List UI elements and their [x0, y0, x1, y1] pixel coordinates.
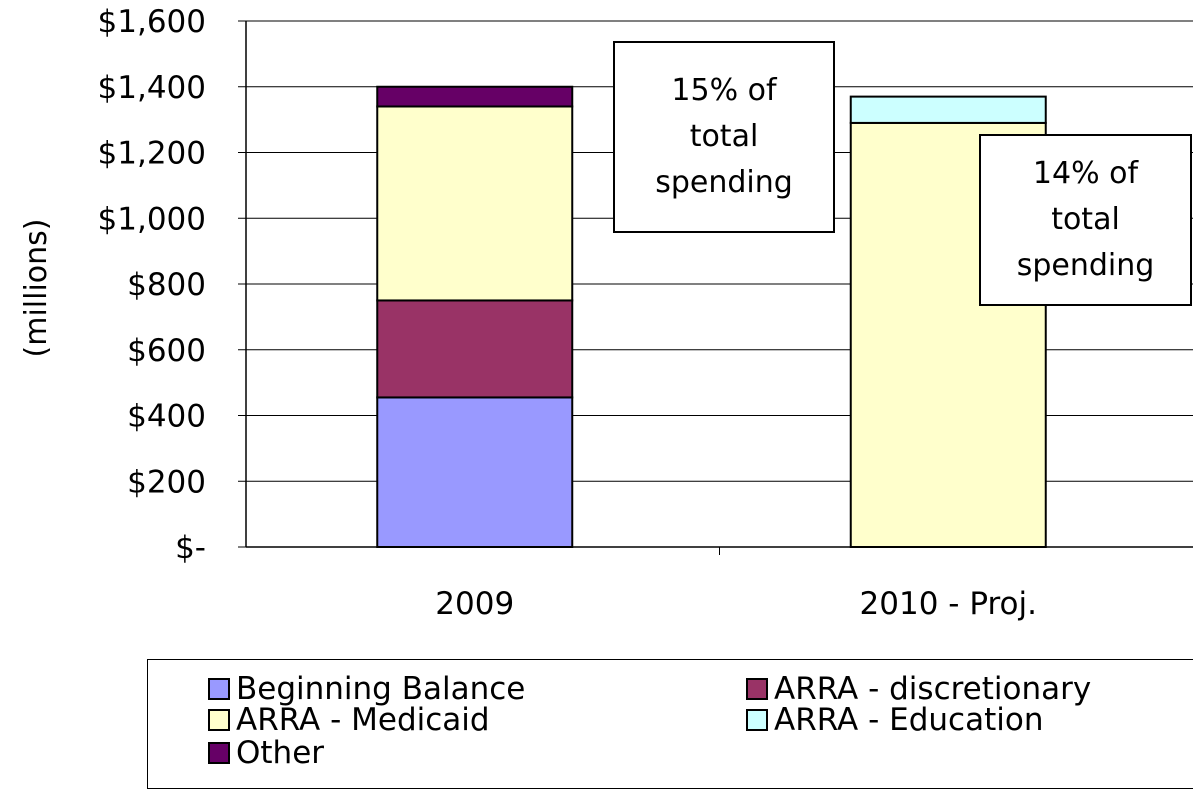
y-tick-label: $1,600	[98, 4, 206, 40]
legend-label: ARRA - Medicaid	[236, 702, 490, 738]
y-axis-label: (millions)	[19, 219, 54, 358]
bar-segment	[376, 105, 574, 302]
y-tick-label: $1,400	[98, 70, 206, 106]
legend-item: ARRA - Medicaid	[208, 702, 490, 738]
y-tick-label: $600	[127, 333, 206, 369]
legend-swatch	[208, 678, 230, 700]
annotation-2009: 15% of total spending	[613, 41, 835, 233]
y-tick-label: $200	[127, 464, 206, 500]
legend-swatch	[746, 678, 768, 700]
legend-label: ARRA - discretionary	[774, 671, 1092, 707]
x-tick-label: 2010 - Proj.	[860, 586, 1037, 622]
bar-segment	[376, 299, 574, 399]
legend: Beginning Balance ARRA - discretionary A…	[147, 659, 1193, 789]
legend-swatch	[208, 742, 230, 764]
bar-segment	[849, 95, 1047, 124]
legend-item: ARRA - Education	[746, 702, 1044, 738]
legend-item: Other	[208, 735, 325, 771]
legend-label: Beginning Balance	[236, 671, 526, 707]
legend-swatch	[208, 709, 230, 731]
y-tick-label: $800	[127, 267, 206, 303]
tick-labels: $- $200 $400 $600 $800 $1,000 $1,200 $1,400 $1,6…	[98, 4, 1037, 622]
legend-item: Beginning Balance	[208, 671, 526, 707]
annotation-2010: 14% of total spending	[979, 134, 1192, 306]
bar-segment	[376, 396, 574, 549]
legend-swatch	[746, 709, 768, 731]
y-tick-label: $1,200	[98, 136, 206, 172]
y-tick-label: $-	[175, 530, 206, 566]
x-tick-label: 2009	[435, 586, 514, 622]
y-tick-label: $400	[127, 399, 206, 435]
y-tick-label: $1,000	[98, 201, 206, 237]
legend-item: ARRA - discretionary	[746, 671, 1092, 707]
bar-segment	[376, 85, 574, 108]
legend-label: ARRA - Education	[774, 702, 1044, 738]
bars	[376, 85, 1047, 549]
legend-label: Other	[236, 735, 325, 771]
